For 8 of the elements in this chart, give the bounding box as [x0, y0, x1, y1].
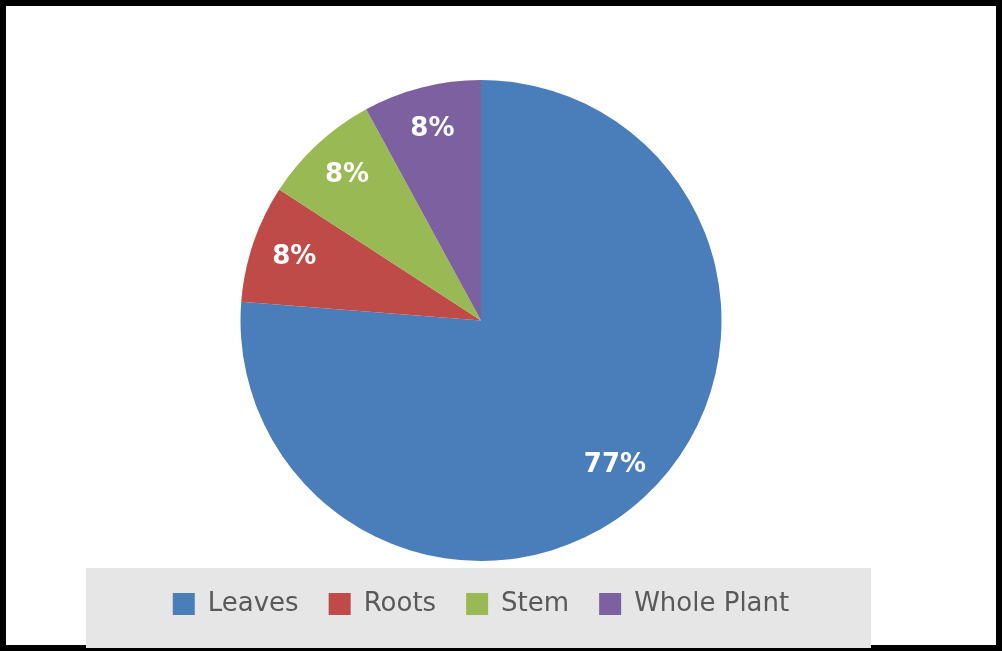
legend-label: Roots: [363, 586, 437, 617]
data-label: 77%: [583, 448, 647, 479]
data-label: 8%: [272, 239, 317, 270]
legend-label: Stem: [501, 586, 570, 617]
legend-label: Whole Plant: [634, 586, 790, 617]
legend-label: Leaves: [207, 586, 299, 617]
data-label: 8%: [410, 112, 455, 143]
data-label: 8%: [325, 158, 370, 189]
